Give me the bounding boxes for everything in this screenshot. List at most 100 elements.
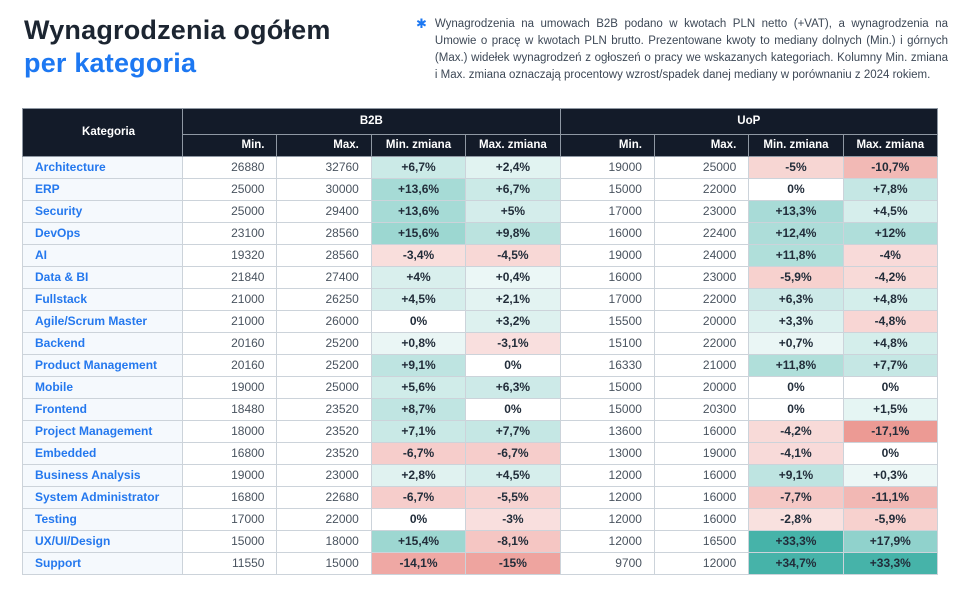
methodology-note: ✱ Wynagrodzenia na umowach B2B podano w … <box>416 16 948 84</box>
category-link[interactable]: Architecture <box>21 155 184 179</box>
b2b-min-cell: 19000 <box>182 463 278 487</box>
uop-min-zmiana-cell: -2,8% <box>748 507 844 531</box>
b2b-min-zmiana-cell: +15,4% <box>370 529 467 553</box>
b2b-max-zmiana-cell: +2,1% <box>465 287 561 311</box>
uop-max-cell: 22000 <box>653 331 750 355</box>
b2b-max-zmiana-cell: +2,4% <box>465 155 561 179</box>
b2b-min-cell: 25000 <box>182 199 278 223</box>
page-title-line2: per kategoria <box>24 47 197 78</box>
table-row: Project Management 18000 23520 +7,1% +7,7% 13… <box>21 419 939 443</box>
uop-min-cell: 19000 <box>559 243 655 267</box>
table-row: Data & BI 21840 27400 +4% +0,4% 16000 23000 -5,… <box>21 265 939 289</box>
category-link[interactable]: ERP <box>21 177 184 201</box>
b2b-max-cell: 32760 <box>276 155 372 179</box>
uop-max-cell: 12000 <box>653 551 750 575</box>
methodology-note-text: Wynagrodzenia na umowach B2B podano w kw… <box>434 18 948 81</box>
uop-min-zmiana-cell: +0,7% <box>748 331 844 355</box>
category-link[interactable]: Support <box>21 551 184 575</box>
category-link[interactable]: Security <box>21 199 184 223</box>
category-link[interactable]: Embedded <box>21 441 184 465</box>
uop-max-zmiana-cell: -5,9% <box>842 507 939 531</box>
uop-min-cell: 15000 <box>559 177 655 201</box>
b2b-max-cell: 25200 <box>276 353 372 377</box>
category-link[interactable]: AI <box>21 243 184 267</box>
b2b-max-zmiana-cell: +4,5% <box>465 463 561 487</box>
column-header-uop-max-zmiana: Max. zmiana <box>842 133 939 157</box>
b2b-min-cell: 17000 <box>182 507 278 531</box>
uop-min-cell: 15500 <box>559 309 655 333</box>
uop-min-cell: 13600 <box>559 419 655 443</box>
uop-max-cell: 16000 <box>653 507 750 531</box>
b2b-min-cell: 19000 <box>182 375 278 399</box>
table-row: System Administrator 16800 22680 -6,7% -5,5%… <box>21 485 939 509</box>
b2b-max-zmiana-cell: +9,8% <box>465 221 561 245</box>
category-link[interactable]: Business Analysis <box>21 463 184 487</box>
uop-max-zmiana-cell: +4,5% <box>842 199 939 223</box>
uop-max-cell: 16000 <box>653 463 750 487</box>
b2b-min-zmiana-cell: +13,6% <box>370 199 467 223</box>
b2b-max-zmiana-cell: -15% <box>465 551 561 575</box>
uop-min-zmiana-cell: +3,3% <box>748 309 844 333</box>
b2b-max-cell: 25200 <box>276 331 372 355</box>
b2b-max-cell: 23520 <box>276 441 372 465</box>
uop-min-cell: 19000 <box>559 155 655 179</box>
table-row: Frontend 18480 23520 +8,7% 0% 15000 20300 0% +1,… <box>21 397 939 421</box>
category-link[interactable]: Product Management <box>21 353 184 377</box>
category-link[interactable]: Mobile <box>21 375 184 399</box>
uop-max-cell: 22000 <box>653 287 750 311</box>
uop-min-cell: 16000 <box>559 265 655 289</box>
category-link[interactable]: Frontend <box>21 397 184 421</box>
salary-table-container: Kategoria B2B UoP Min. Max. Min. zmiana … <box>21 107 939 575</box>
b2b-max-cell: 23520 <box>276 419 372 443</box>
category-link[interactable]: Fullstack <box>21 287 184 311</box>
b2b-max-cell: 22680 <box>276 485 372 509</box>
b2b-max-cell: 15000 <box>276 551 372 575</box>
b2b-min-cell: 23100 <box>182 221 278 245</box>
table-row: Embedded 16800 23520 -6,7% -6,7% 13000 19000 -4… <box>21 441 939 465</box>
column-header-b2b-min: Min. <box>182 133 278 157</box>
uop-min-cell: 15100 <box>559 331 655 355</box>
table-row: Architecture 26880 32760 +6,7% +2,4% 19000 250… <box>21 155 939 179</box>
b2b-max-cell: 29400 <box>276 199 372 223</box>
table-row: UX/UI/Design 15000 18000 +15,4% -8,1% 12000 16… <box>21 529 939 553</box>
b2b-max-zmiana-cell: +6,3% <box>465 375 561 399</box>
uop-min-cell: 12000 <box>559 507 655 531</box>
b2b-min-cell: 21000 <box>182 287 278 311</box>
table-row: DevOps 23100 28560 +15,6% +9,8% 16000 22400 +12… <box>21 221 939 245</box>
uop-min-zmiana-cell: +11,8% <box>748 353 844 377</box>
uop-max-zmiana-cell: +4,8% <box>842 331 939 355</box>
table-row: AI 19320 28560 -3,4% -4,5% 19000 24000 +11,8% -4… <box>21 243 939 267</box>
uop-max-zmiana-cell: +4,8% <box>842 287 939 311</box>
uop-max-zmiana-cell: +1,5% <box>842 397 939 421</box>
uop-min-cell: 9700 <box>559 551 655 575</box>
category-link[interactable]: Data & BI <box>21 265 184 289</box>
uop-max-zmiana-cell: -4,8% <box>842 309 939 333</box>
category-link[interactable]: DevOps <box>21 221 184 245</box>
uop-max-cell: 19000 <box>653 441 750 465</box>
category-link[interactable]: Backend <box>21 331 184 355</box>
category-link[interactable]: UX/UI/Design <box>21 529 184 553</box>
uop-min-zmiana-cell: +11,8% <box>748 243 844 267</box>
column-group-b2b: B2B <box>182 107 561 135</box>
category-link[interactable]: Agile/Scrum Master <box>21 309 184 333</box>
b2b-min-zmiana-cell: +13,6% <box>370 177 467 201</box>
category-link[interactable]: Project Management <box>21 419 184 443</box>
b2b-min-zmiana-cell: +2,8% <box>370 463 467 487</box>
uop-max-cell: 16000 <box>653 485 750 509</box>
category-link[interactable]: System Administrator <box>21 485 184 509</box>
table-row: Security 25000 29400 +13,6% +5% 17000 23000 +13… <box>21 199 939 223</box>
uop-min-cell: 12000 <box>559 463 655 487</box>
header-sub-row: Min. Max. Min. zmiana Max. zmiana Min. M… <box>23 133 939 157</box>
uop-min-cell: 17000 <box>559 199 655 223</box>
category-link[interactable]: Testing <box>21 507 184 531</box>
b2b-min-cell: 19320 <box>182 243 278 267</box>
page-title-line1: Wynagrodzenia ogółem <box>24 15 331 45</box>
table-header: Kategoria B2B UoP Min. Max. Min. zmiana … <box>21 107 939 157</box>
column-header-b2b-max-zmiana: Max. zmiana <box>465 133 561 157</box>
column-header-b2b-max: Max. <box>276 133 372 157</box>
b2b-min-cell: 21840 <box>182 265 278 289</box>
b2b-max-cell: 25000 <box>276 375 372 399</box>
asterisk-icon: ✱ <box>416 16 427 31</box>
b2b-max-zmiana-cell: +7,7% <box>465 419 561 443</box>
b2b-max-zmiana-cell: +0,4% <box>465 265 561 289</box>
